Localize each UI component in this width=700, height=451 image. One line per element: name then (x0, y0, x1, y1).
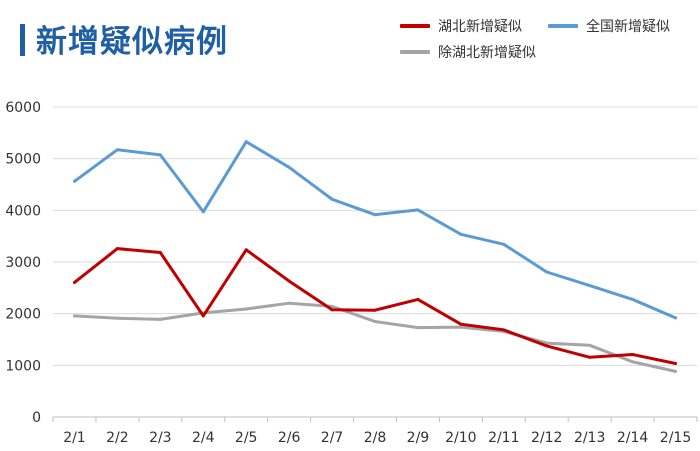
data-point (72, 179, 76, 183)
x-tick-label: 2/9 (407, 430, 430, 446)
x-tick-label: 2/4 (192, 430, 215, 446)
data-point (459, 325, 463, 329)
data-point (373, 213, 377, 217)
data-point (631, 353, 635, 357)
data-point (416, 208, 420, 212)
data-point (631, 360, 635, 364)
legend-swatch-outside-hubei (400, 50, 430, 54)
data-point (545, 344, 549, 348)
data-point (244, 140, 248, 144)
data-point (287, 279, 291, 283)
x-tick-label: 2/12 (531, 430, 562, 446)
data-point (72, 280, 76, 284)
data-point (330, 197, 334, 201)
data-point (158, 251, 162, 255)
legend-swatch-national (548, 24, 578, 28)
data-point (502, 328, 506, 332)
data-point (201, 210, 205, 214)
data-point (588, 343, 592, 347)
series-line-1 (73, 140, 677, 320)
data-point (545, 270, 549, 274)
data-point (674, 316, 678, 320)
x-tick-label: 2/5 (235, 430, 258, 446)
data-point (158, 317, 162, 321)
data-point (201, 314, 205, 318)
x-tick-label: 2/11 (488, 430, 519, 446)
x-tick-label: 2/1 (63, 430, 86, 446)
data-point (330, 304, 334, 308)
data-point (287, 165, 291, 169)
data-point (115, 316, 119, 320)
legend-label-hubei: 湖北新增疑似 (438, 19, 522, 35)
y-tick-label: 1000 (5, 358, 41, 374)
legend-swatch-hubei (400, 24, 430, 28)
data-point (502, 242, 506, 246)
data-point (416, 297, 420, 301)
x-tick-label: 2/2 (106, 430, 129, 446)
title-accent-bar (20, 24, 25, 56)
legend-label-national: 全国新增疑似 (586, 19, 670, 35)
data-point (588, 355, 592, 359)
grid-layer (53, 106, 697, 366)
y-tick-label: 2000 (5, 307, 41, 323)
x-tick-label: 2/8 (364, 430, 387, 446)
data-point (115, 247, 119, 251)
x-tick-label: 2/14 (617, 430, 649, 446)
x-tick-label: 2/6 (278, 430, 301, 446)
data-point (373, 308, 377, 312)
y-tick-label: 5000 (5, 152, 41, 168)
data-point (588, 284, 592, 288)
x-tick-label: 2/15 (660, 430, 691, 446)
legend-item-outside-hubei: 除湖北新增疑似 (400, 42, 536, 62)
y-tick-label: 3000 (5, 255, 41, 271)
x-tick-label: 2/13 (574, 430, 605, 446)
x-tick-label: 2/10 (445, 430, 476, 446)
y-tick-label: 0 (32, 410, 41, 426)
legend-item-national: 全国新增疑似 (548, 16, 670, 36)
data-point (330, 308, 334, 312)
data-point (631, 297, 635, 301)
data-point (373, 319, 377, 323)
data-point (545, 341, 549, 345)
data-point (115, 148, 119, 152)
y-tick-label: 4000 (5, 203, 41, 219)
legend-label-outside-hubei: 除湖北新增疑似 (438, 45, 536, 61)
data-point (287, 301, 291, 305)
data-point (244, 248, 248, 252)
data-point (72, 314, 76, 318)
data-point (459, 322, 463, 326)
data-point (674, 369, 678, 373)
axis-layer: 0 1000 2000 3000 4000 5000 6000 2/1 2/2 2/3 2/4 2/5… (5, 100, 698, 446)
chart-title: 新增疑似病例 (36, 24, 228, 60)
series-layer (72, 140, 678, 373)
y-tick-label: 6000 (5, 100, 41, 116)
data-point (244, 307, 248, 311)
x-tick-label: 2/7 (321, 430, 344, 446)
data-point (416, 326, 420, 330)
legend-item-hubei: 湖北新增疑似 (400, 16, 522, 36)
data-point (674, 361, 678, 365)
data-point (158, 153, 162, 157)
x-tick-label: 2/3 (149, 430, 172, 446)
data-point (459, 232, 463, 236)
